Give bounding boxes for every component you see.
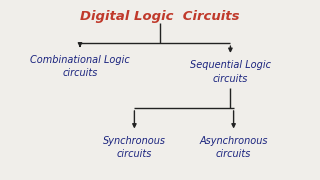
Text: Digital Logic  Circuits: Digital Logic Circuits [80,10,240,23]
Text: Asynchronous
circuits: Asynchronous circuits [199,136,268,159]
Text: Sequential Logic
circuits: Sequential Logic circuits [190,60,271,84]
Text: Synchronous
circuits: Synchronous circuits [103,136,166,159]
Text: Combinational Logic
circuits: Combinational Logic circuits [30,55,130,78]
